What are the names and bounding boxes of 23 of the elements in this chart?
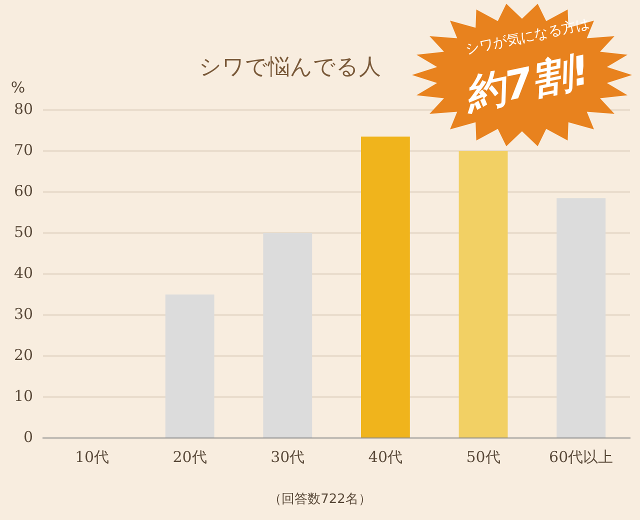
y-tick-label: 10 (14, 386, 34, 405)
y-tick-label: 50 (14, 222, 34, 241)
x-tick-label: 10代 (74, 448, 110, 466)
x-tick-label: 50代 (466, 448, 500, 466)
y-tick-label: 20 (14, 346, 34, 364)
bar (165, 294, 214, 438)
y-tick-label: 0 (24, 428, 34, 446)
x-tick-label: 30代 (270, 448, 305, 466)
y-axis-title: % (10, 78, 26, 96)
text: （回答数722名） (268, 491, 372, 508)
y-tick-label: 70 (14, 140, 34, 159)
bar (361, 136, 410, 438)
y-tick-label: 40 (14, 264, 34, 282)
x-tick-label: 40代 (368, 448, 402, 466)
bar (458, 151, 508, 438)
y-tick-label: 30 (14, 304, 34, 323)
bar (556, 198, 606, 438)
y-tick-label: 80 (14, 100, 34, 118)
chart-title: シワで悩んでる人 (198, 54, 382, 82)
y-tick-label: 60 (14, 182, 34, 200)
x-tick-label: 60代以上 (549, 448, 614, 466)
bar (263, 233, 312, 438)
x-tick-label: 20代 (172, 448, 207, 466)
